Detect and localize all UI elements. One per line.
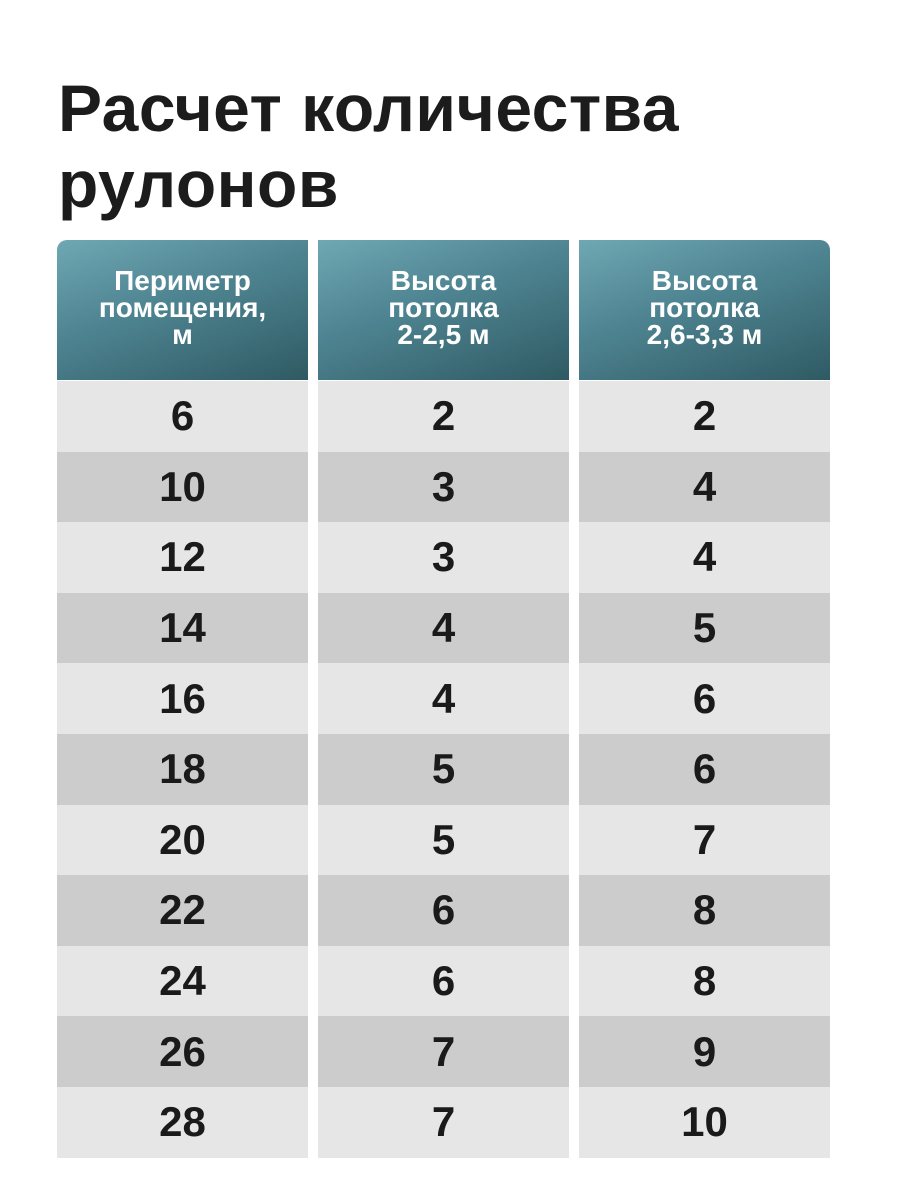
table-cell: 5	[579, 592, 830, 664]
table-cell: 24	[57, 945, 308, 1017]
table-cell: 4	[318, 592, 569, 664]
column-header: Высота потолка 2-2,5 м	[318, 240, 569, 380]
column-header-line: Высота	[390, 264, 497, 296]
table-cell: 28	[57, 1086, 308, 1158]
table-cell: 6	[57, 381, 308, 452]
table-cell: 5	[318, 804, 569, 876]
column-header-line: Периметр	[114, 264, 251, 296]
column-header-line: потолка	[649, 291, 760, 323]
table-cell: 10	[579, 1086, 830, 1158]
rolls-table: Периметр помещения, м 6 10 12 14 16 18 20 22 24 26 28…	[57, 240, 831, 1158]
table-cell: 18	[57, 733, 308, 805]
table-cell: 22	[57, 875, 308, 946]
table-cell: 2	[318, 381, 569, 452]
column-header-line: потолка	[388, 291, 499, 323]
table-cell: 6	[318, 875, 569, 946]
table-cell: 20	[57, 804, 308, 876]
table-cell: 16	[57, 663, 308, 734]
table-column: Высота потолка 2,6-3,3 м 2 4 4 5 6 6 7 8 8 9 10	[579, 240, 830, 1158]
table-cell: 4	[579, 451, 830, 523]
page-title: Расчет количества рулонов	[58, 71, 680, 221]
column-header: Периметр помещения, м	[57, 240, 308, 380]
column-header-line: Высота	[651, 264, 758, 296]
table-cell: 3	[318, 451, 569, 523]
table-cell: 6	[579, 663, 830, 734]
table-cell: 7	[318, 1016, 569, 1087]
table-cell: 26	[57, 1016, 308, 1087]
table-cell: 6	[318, 945, 569, 1017]
table-cell: 6	[579, 733, 830, 805]
column-header-line: 2,6-3,3 м	[646, 318, 763, 350]
table-column: Периметр помещения, м 6 10 12 14 16 18 20 22 24 26 28	[57, 240, 308, 1158]
table-cell: 4	[318, 663, 569, 734]
column-header-line: м	[172, 318, 193, 350]
table-cell: 12	[57, 522, 308, 593]
table-cell: 7	[579, 804, 830, 876]
column-header-line: помещения,	[98, 291, 267, 323]
table-cell: 8	[579, 945, 830, 1017]
column-header: Высота потолка 2,6-3,3 м	[579, 240, 830, 380]
column-header-line: 2-2,5 м	[397, 318, 490, 350]
table-cell: 2	[579, 381, 830, 452]
table-cell: 10	[57, 451, 308, 523]
table-cell: 5	[318, 733, 569, 805]
table-cell: 4	[579, 522, 830, 593]
table-cell: 3	[318, 522, 569, 593]
table-cell: 8	[579, 875, 830, 946]
table-cell: 9	[579, 1016, 830, 1087]
table-cell: 14	[57, 592, 308, 664]
table-cell: 7	[318, 1086, 569, 1158]
